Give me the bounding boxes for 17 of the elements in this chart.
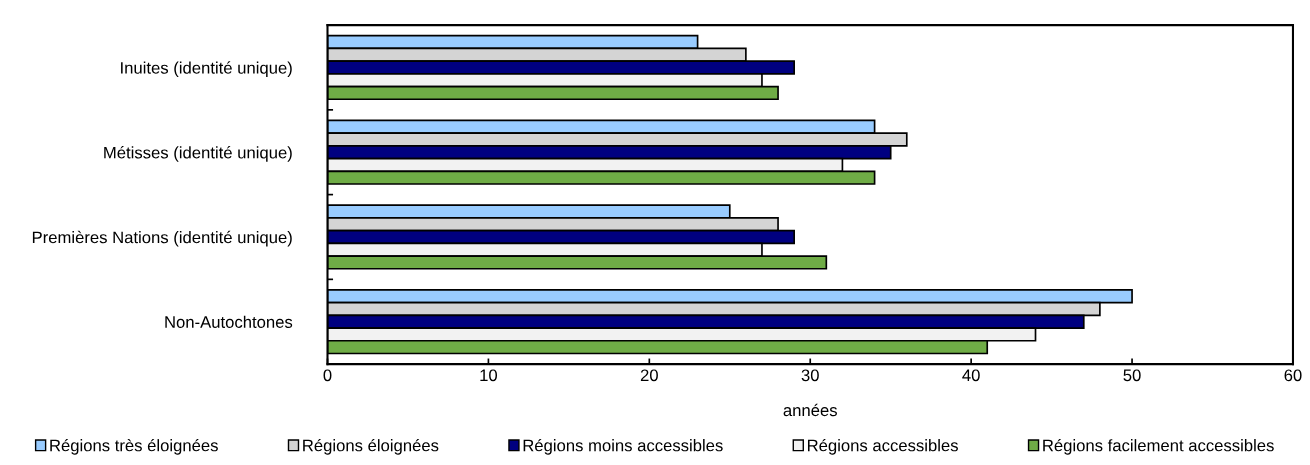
x-tick-label: 60 bbox=[1284, 369, 1302, 382]
x-tick-label: 50 bbox=[1123, 369, 1141, 382]
legend-label: Régions moins accessibles bbox=[523, 438, 723, 455]
y-tick-label: Premières Nations (identité unique) bbox=[32, 230, 292, 247]
legend-label: Régions accessibles bbox=[807, 438, 958, 455]
x-tick-label: 0 bbox=[323, 369, 332, 382]
legend-label: Régions très éloignées bbox=[50, 438, 218, 455]
y-tick-label: Inuites (identité unique) bbox=[121, 61, 292, 78]
x-tick-label: 40 bbox=[962, 369, 980, 382]
x-tick-label: 20 bbox=[640, 369, 658, 382]
x-axis-title: années bbox=[783, 403, 837, 417]
y-tick-label: Métisses (identité unique) bbox=[104, 146, 292, 162]
y-tick-label: Non-Autochtones bbox=[165, 315, 293, 328]
x-tick-label: 10 bbox=[480, 369, 498, 382]
legend-label: Régions éloignées bbox=[303, 438, 439, 455]
legend-label: Régions facilement accessibles bbox=[1043, 438, 1274, 455]
x-tick-label: 30 bbox=[801, 369, 819, 382]
